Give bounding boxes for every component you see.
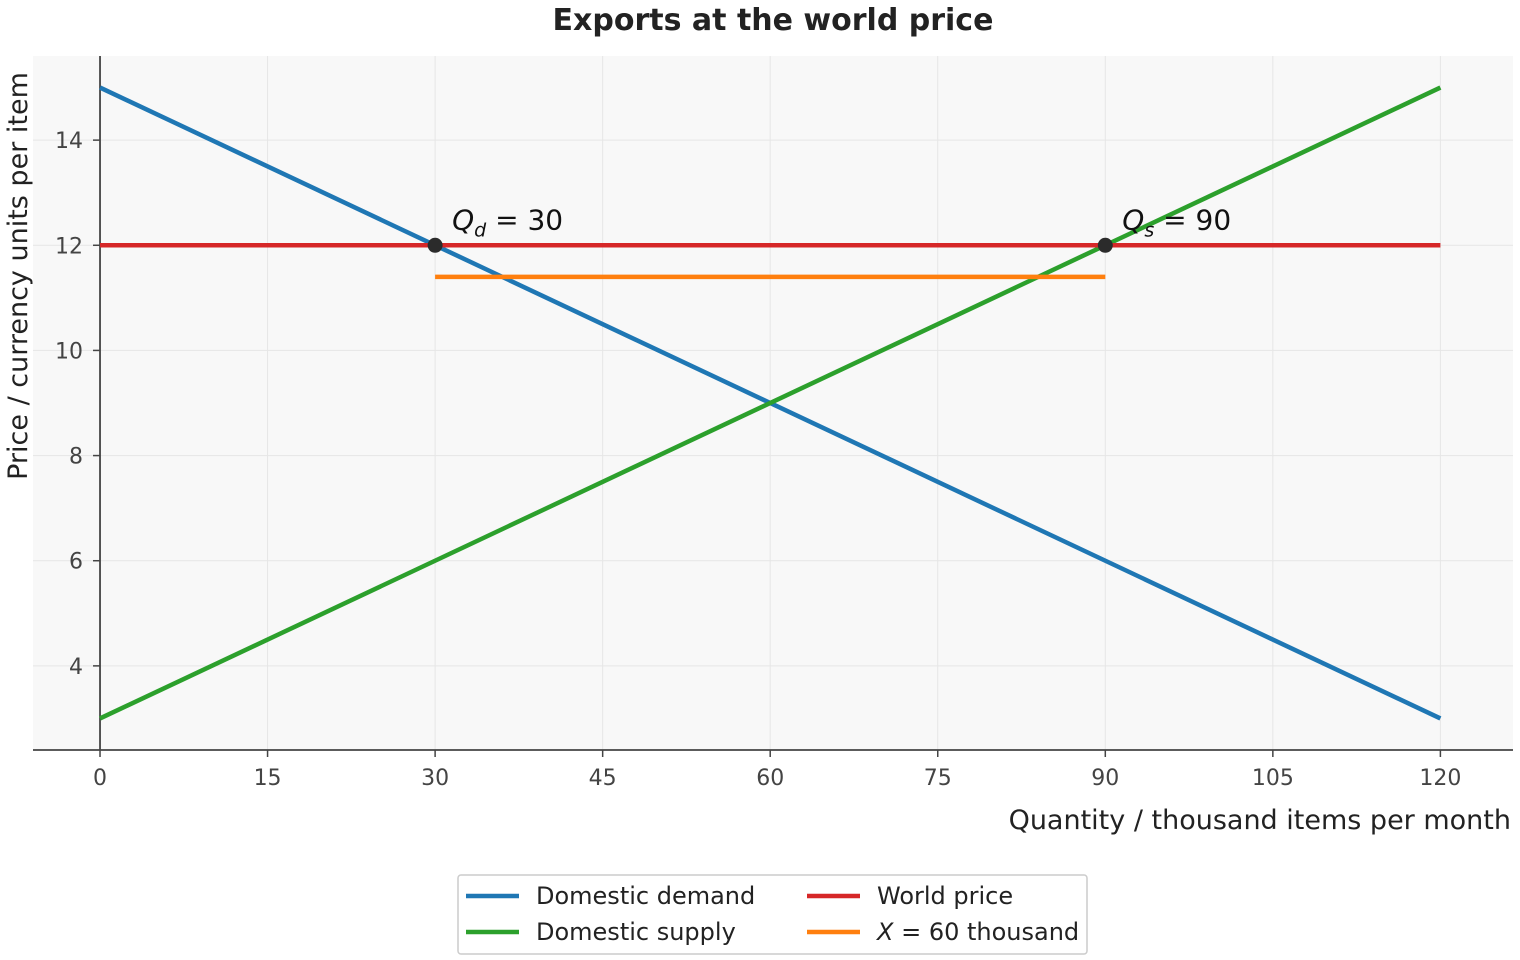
- tick-labels: 0 15 30 45 60 75 90 105 120 4 6 8 10 12 14: [55, 129, 1461, 791]
- x-tick-label: 105: [1252, 766, 1294, 791]
- chart-title: Exports at the world price: [553, 3, 994, 38]
- y-tick-label: 12: [55, 234, 83, 259]
- legend-label-2: World price: [877, 882, 1013, 910]
- y-tick-label: 4: [69, 655, 83, 680]
- y-tick-label: 6: [69, 550, 83, 575]
- x-tick-label: 60: [756, 766, 784, 791]
- y-tick-label: 10: [55, 339, 83, 364]
- legend: Domestic demand Domestic supply World pric…: [457, 874, 1088, 955]
- legend-label-1: Domestic supply: [536, 918, 736, 946]
- x-tick-label: 90: [1091, 766, 1119, 791]
- x-tick-label: 120: [1419, 766, 1461, 791]
- intersection-point-1: [1097, 237, 1113, 253]
- point-annotation-1: Qs = 90: [1122, 203, 1231, 241]
- y-axis-label: Price / currency units per item: [3, 72, 34, 480]
- series-line-1: [99, 85, 1442, 721]
- x-tick-label: 30: [421, 766, 449, 791]
- x-tick-label: 0: [93, 766, 107, 791]
- axes: [33, 56, 1513, 757]
- x-tick-label: 75: [924, 766, 952, 791]
- legend-box: [457, 874, 1088, 955]
- x-tick-label: 45: [589, 766, 617, 791]
- y-tick-label: 8: [69, 445, 83, 470]
- intersection-points: Qd = 30 Qs = 90: [427, 203, 1231, 253]
- y-tick-label: 14: [55, 129, 83, 154]
- x-tick-label: 15: [254, 766, 282, 791]
- legend-label-3: X = 60 thousand: [875, 918, 1079, 946]
- series-lines: [99, 85, 1442, 721]
- point-annotation-0: Qd = 30: [452, 203, 563, 241]
- x-axis-label: Quantity / thousand items per month: [1009, 805, 1511, 836]
- intersection-point-0: [427, 237, 443, 253]
- legend-label-0: Domestic demand: [536, 882, 755, 910]
